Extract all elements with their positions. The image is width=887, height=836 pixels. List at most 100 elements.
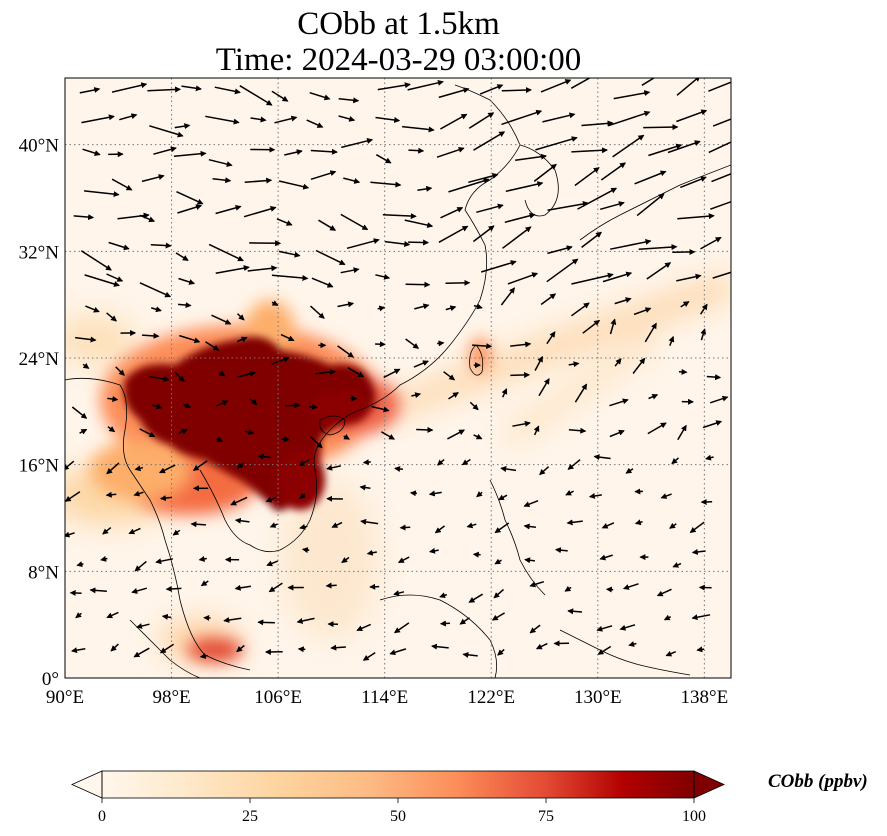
wind-arrow	[76, 561, 84, 568]
longitude-tick-labels: 90°E 98°E 106°E 114°E 122°E 130°E 138°E	[46, 687, 728, 708]
wind-arrow	[377, 82, 411, 91]
wind-arrow	[619, 624, 636, 631]
wind-arrow	[325, 582, 337, 589]
wind-arrow	[139, 428, 156, 438]
lon-tick-label: 98°E	[152, 687, 190, 708]
wind-arrow	[533, 163, 557, 182]
wind-arrow	[417, 185, 433, 192]
wind-arrow	[280, 333, 295, 342]
wind-arrow	[250, 116, 267, 123]
wind-arrow	[82, 362, 90, 369]
wind-arrow	[297, 646, 306, 653]
wind-arrow	[299, 492, 306, 500]
wind-arrow	[212, 177, 232, 184]
wind-arrow	[366, 549, 377, 556]
wind-arrow	[494, 558, 502, 565]
wind-arrow	[311, 277, 334, 288]
wind-arrow	[577, 187, 618, 210]
wind-arrow	[159, 495, 173, 502]
wind-arrow	[472, 343, 493, 350]
wind-arrow	[529, 580, 545, 588]
wind-arrow	[567, 608, 583, 615]
wind-arrow	[218, 370, 226, 377]
wind-arrow	[141, 332, 160, 339]
wind-arrow	[706, 374, 722, 381]
wind-arrow	[174, 123, 191, 130]
wind-arrow	[178, 302, 192, 309]
wind-arrow	[600, 162, 626, 181]
colorbar-tick-label: 100	[682, 808, 706, 825]
wind-arrow	[634, 170, 667, 185]
wind-arrow	[84, 274, 120, 287]
wind-arrow	[239, 85, 273, 106]
wind-arrow	[309, 436, 323, 449]
wind-arrow	[510, 341, 532, 348]
wind-arrow	[568, 361, 580, 368]
wind-arrow	[216, 400, 229, 407]
wind-arrow	[150, 306, 162, 313]
wind-arrow	[179, 334, 201, 344]
wind-arrow	[414, 303, 430, 310]
wind-arrow	[593, 454, 611, 461]
wind-arrow	[672, 562, 682, 568]
wind-arrow	[408, 239, 430, 246]
wind-arrow	[570, 302, 590, 317]
wind-arrow	[538, 378, 550, 397]
wind-arrow	[434, 525, 446, 534]
wind-arrow	[502, 226, 532, 249]
wind-arrow	[571, 272, 614, 285]
wind-arrow	[610, 239, 652, 250]
wind-arrow	[700, 328, 707, 341]
wind-arrow	[494, 522, 510, 534]
colorbar: 0 25 50 75 100	[71, 770, 725, 825]
wind-arrow	[523, 523, 536, 530]
wind-arrow	[669, 522, 677, 529]
wind-arrow	[431, 643, 449, 650]
wind-arrow	[244, 429, 255, 435]
wind-arrow	[472, 551, 481, 558]
wind-arrow	[271, 90, 289, 102]
wind-arrow	[459, 617, 470, 625]
wind-arrow	[257, 453, 271, 460]
wind-arrow	[440, 113, 468, 130]
wind-arrow	[377, 305, 386, 312]
wind-arrow	[411, 392, 422, 399]
wind-arrow	[236, 644, 245, 653]
wind-arrow	[383, 368, 401, 379]
wind-arrow	[82, 148, 101, 156]
wind-arrow	[462, 651, 478, 658]
wind-arrow	[648, 393, 659, 400]
wind-arrow	[106, 611, 119, 619]
wind-arrow	[375, 154, 392, 164]
wind-arrow	[393, 622, 410, 634]
wind-arrow	[416, 426, 434, 433]
wind-arrow	[468, 112, 495, 129]
lon-tick-label: 122°E	[467, 687, 515, 708]
wind-arrow	[597, 645, 612, 655]
wind-arrow	[476, 203, 504, 214]
wind-arrow	[633, 307, 652, 316]
wind-arrow	[625, 467, 634, 474]
wind-arrow	[500, 287, 516, 306]
wind-arrow	[375, 116, 401, 123]
wind-arrow	[73, 214, 95, 221]
wind-arrow	[106, 312, 117, 322]
wind-arrow	[106, 462, 120, 475]
wind-arrow	[439, 592, 448, 599]
colorbar-tick-label: 25	[242, 808, 258, 825]
wind-arrow	[192, 460, 208, 471]
wind-arrow	[689, 521, 705, 534]
wind-arrow	[79, 428, 88, 435]
plot-title-line2: Time: 2024-03-29 03:00:00	[215, 42, 582, 78]
wind-arrow	[151, 403, 163, 410]
wind-arrow	[699, 303, 708, 315]
wind-arrow	[680, 301, 690, 308]
wind-arrow	[117, 212, 150, 220]
wind-arrow	[609, 318, 617, 335]
wind-arrow	[172, 529, 181, 536]
wind-arrow	[564, 585, 572, 592]
latitude-tick-labels: 0° 8°N 16°N 24°N 32°N 40°N	[19, 136, 60, 690]
wind-arrow	[479, 84, 504, 95]
wind-arrow	[198, 555, 207, 562]
wind-arrow	[643, 124, 679, 131]
